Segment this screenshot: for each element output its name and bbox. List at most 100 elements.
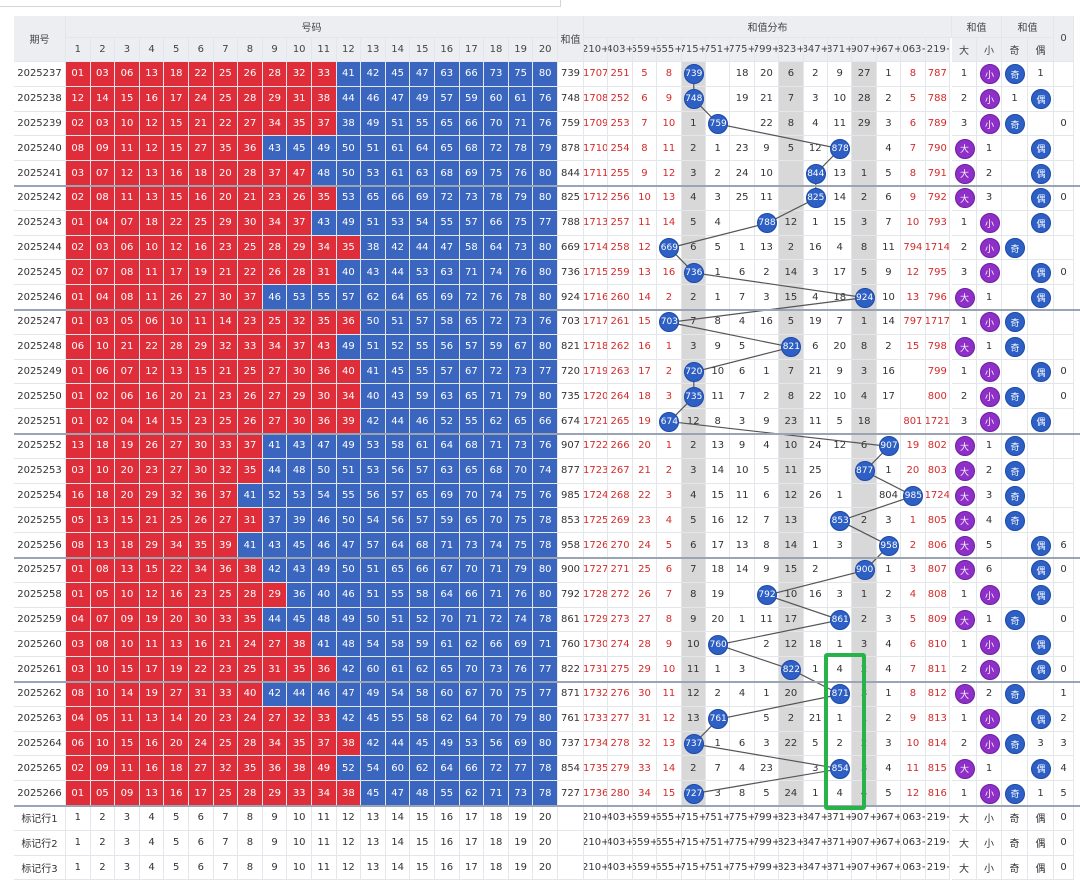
miss-cell: 3 <box>754 731 780 757</box>
number-cell: 11 <box>139 285 165 310</box>
number-cell: 71 <box>484 434 509 459</box>
number-cell: 26 <box>238 384 263 410</box>
number-cell: 80 <box>533 582 558 608</box>
sum-cell: 853 <box>558 508 584 534</box>
number-cell: 25 <box>213 731 239 757</box>
big-small-ball: 小 <box>979 262 1000 283</box>
number-cell: 06 <box>115 384 140 410</box>
number-cell: 32 <box>287 310 312 335</box>
number-cell: 25 <box>213 409 239 434</box>
issue-cell: 2025255 <box>14 508 66 534</box>
oe-miss <box>1002 260 1028 286</box>
number-cell: 10 <box>90 334 116 360</box>
number-cell: 16 <box>139 86 165 112</box>
miss-cell <box>730 210 755 236</box>
number-cell: 08 <box>66 533 91 558</box>
number-cell: 03 <box>66 657 91 682</box>
oe-miss <box>1002 632 1028 658</box>
footer-bin: 907+ <box>852 830 877 856</box>
miss-cell: 793 <box>925 210 950 236</box>
bs-cell <box>952 607 977 633</box>
number-cell: 64 <box>385 285 411 310</box>
number-cell: 58 <box>385 434 411 459</box>
number-cell: 79 <box>508 706 534 732</box>
miss-cell: 17 <box>876 384 902 410</box>
number-cell: 74 <box>484 483 509 509</box>
number-cell: 45 <box>410 731 435 757</box>
number-cell: 47 <box>336 533 362 558</box>
number-cell: 79 <box>533 136 558 162</box>
footer-bin: 655+ <box>657 855 682 880</box>
number-cell: 56 <box>385 458 411 484</box>
zero-cell <box>1054 632 1074 658</box>
number-cell: 36 <box>312 359 337 385</box>
miss-cell: 9 <box>901 186 926 211</box>
number-cell: 10 <box>115 632 140 658</box>
number-cell: 77 <box>533 210 558 236</box>
number-cell: 03 <box>90 310 116 335</box>
number-cell: 22 <box>238 260 263 286</box>
number-cell: 25 <box>238 657 263 682</box>
number-cell: 37 <box>312 111 337 137</box>
number-cell: 47 <box>385 86 411 112</box>
number-cell: 14 <box>90 86 116 112</box>
number-cell: 26 <box>189 508 214 534</box>
zero-cell <box>1054 334 1074 360</box>
miss-cell: 8 <box>901 62 926 87</box>
miss-cell: 816 <box>925 781 950 806</box>
number-cell: 76 <box>508 161 534 186</box>
miss-cell: 11 <box>632 210 658 236</box>
number-cell: 54 <box>385 682 411 707</box>
search-box[interactable] <box>0 0 561 7</box>
number-cell: 73 <box>508 235 534 261</box>
number-cell: 05 <box>66 508 91 534</box>
oe-cell <box>1002 434 1028 459</box>
issue-cell: 2025257 <box>14 558 66 583</box>
miss-cell: 1724 <box>584 483 609 509</box>
number-cell: 35 <box>287 731 312 757</box>
number-cell: 58 <box>410 582 435 608</box>
miss-cell: 2 <box>779 706 804 732</box>
miss-cell: 14 <box>828 186 853 211</box>
number-cell: 23 <box>213 657 239 682</box>
footer-num: 6 <box>189 806 214 831</box>
footer-num: 1 <box>66 855 91 880</box>
number-cell: 36 <box>238 136 263 162</box>
number-cell: 10 <box>90 731 116 757</box>
miss-cell: 9 <box>828 359 853 385</box>
number-cell: 22 <box>139 334 165 360</box>
number-cell: 41 <box>238 533 263 558</box>
number-cell: 66 <box>533 409 558 434</box>
number-cell: 36 <box>312 657 337 682</box>
number-cell: 15 <box>164 111 189 137</box>
miss-cell <box>852 483 877 509</box>
number-cell: 20 <box>189 706 214 732</box>
zero-cell: 6 <box>1054 533 1074 558</box>
oe-cell <box>1028 706 1054 732</box>
number-cell: 20 <box>164 731 189 757</box>
miss-cell: 13 <box>657 186 682 211</box>
miss-cell: 257 <box>608 210 633 236</box>
number-cell: 43 <box>287 558 312 583</box>
number-cell: 18 <box>139 210 165 236</box>
sum-ball: 853 <box>830 510 851 531</box>
miss-cell: 34 <box>632 781 658 806</box>
miss-cell: 14 <box>657 756 682 782</box>
oe-cell <box>1028 558 1054 583</box>
sum-cell: 871 <box>558 682 584 707</box>
number-cell: 53 <box>336 186 362 211</box>
number-cell: 58 <box>435 310 460 335</box>
miss-cell: 802 <box>925 434 950 459</box>
miss-cell: 11 <box>876 235 902 261</box>
number-cell: 57 <box>459 210 485 236</box>
number-cell: 28 <box>238 161 263 186</box>
number-cell: 27 <box>262 706 288 732</box>
miss-cell: 262 <box>608 334 633 360</box>
number-cell: 63 <box>435 458 460 484</box>
number-cell: 68 <box>459 434 485 459</box>
footer-odd: 奇 <box>1002 806 1028 831</box>
number-cell: 43 <box>262 533 288 558</box>
number-cell: 32 <box>213 458 239 484</box>
footer-num: 19 <box>508 806 534 831</box>
miss-cell: 3 <box>852 359 877 385</box>
